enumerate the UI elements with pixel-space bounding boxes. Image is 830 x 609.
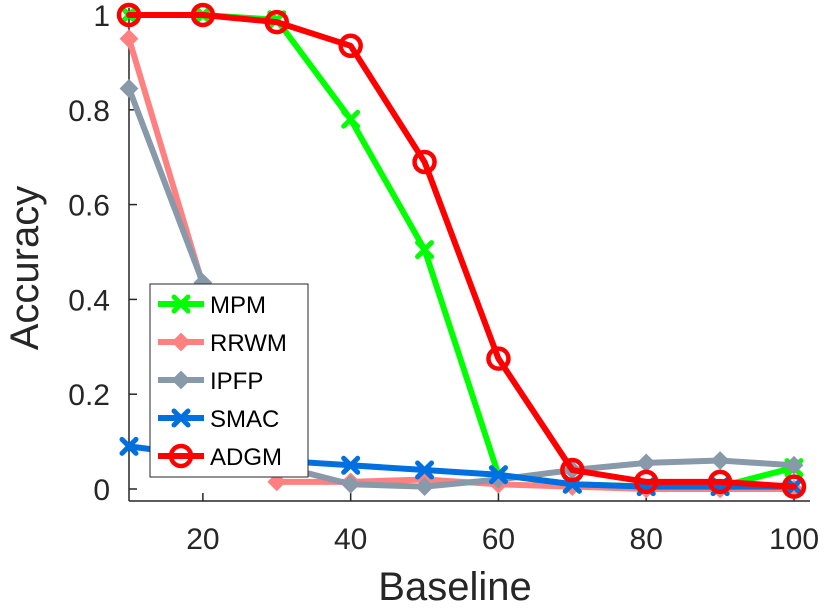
data-point-adgm-20 [190, 2, 216, 28]
data-point-smac-10 [119, 436, 139, 456]
legend-label-smac: SMAC [210, 406, 279, 433]
legend-item-adgm: ADGM [158, 443, 282, 471]
x-tick-label-80: 80 [630, 523, 663, 556]
data-point-adgm-60 [486, 346, 511, 371]
x-tick-label-20: 20 [186, 523, 219, 556]
data-point-rrwm-10 [119, 29, 139, 49]
data-point-adgm-50 [412, 149, 437, 175]
data-point-rrwm-30 [267, 472, 287, 492]
data-point-ipfp-100 [784, 455, 804, 475]
data-point-adgm-80 [633, 469, 659, 495]
legend-label-adgm: ADGM [210, 444, 282, 471]
legend-marker-rrwm [171, 332, 191, 352]
data-point-ipfp-90 [710, 451, 730, 470]
data-point-adgm-30 [264, 9, 290, 35]
series-adgm [116, 2, 807, 499]
y-tick-label-0-6: 0.6 [68, 190, 110, 223]
data-point-adgm-90 [707, 469, 733, 495]
x-tick-label-100: 100 [769, 523, 819, 556]
legend-items: MPM RRWM IPFP SMAC ADGM [158, 292, 287, 471]
data-point-mpm-40 [341, 109, 361, 129]
data-point-adgm-40 [338, 33, 363, 59]
legend-marker-mpm [171, 294, 191, 314]
data-point-adgm-70 [560, 457, 585, 483]
data-point-adgm-100 [781, 474, 807, 499]
x-tick-label-40: 40 [334, 523, 367, 556]
data-point-ipfp-40 [341, 474, 361, 494]
legend-item-rrwm: RRWM [158, 330, 287, 357]
data-point-mpm-50 [415, 240, 435, 260]
y-tick-label-0-2: 0.2 [68, 379, 110, 412]
data-point-smac-60 [488, 465, 508, 485]
legend-label-ipfp: IPFP [210, 368, 263, 395]
data-point-ipfp-80 [636, 453, 656, 473]
data-point-smac-50 [415, 460, 435, 480]
legend-item-smac: SMAC [158, 406, 279, 433]
y-tick-label-0-8: 0.8 [68, 95, 110, 128]
data-point-smac-40 [341, 455, 361, 475]
legend-label-mpm: MPM [210, 292, 266, 319]
legend-marker-ipfp [171, 370, 191, 390]
legend-marker-adgm [168, 443, 194, 469]
x-tick-label-60: 60 [482, 523, 515, 556]
data-point-ipfp-10 [119, 79, 139, 98]
legend: MPM RRWM IPFP SMAC ADGM [149, 283, 309, 478]
data-point-adgm-10 [116, 2, 142, 28]
y-tick-label-0: 0 [93, 474, 110, 507]
y-axis-label: Accuracy [3, 186, 47, 351]
y-tick-label-1: 1 [93, 0, 110, 33]
series-line-adgm [126, 12, 797, 490]
y-tick-label-0-4: 0.4 [68, 284, 110, 317]
data-point-ipfp-50 [415, 477, 434, 497]
legend-item-mpm: MPM [158, 292, 266, 319]
legend-label-rrwm: RRWM [210, 330, 287, 357]
tick-labels: 20 40 60 80 100 0 0.2 0.4 0.6 0.8 1 [68, 0, 819, 556]
legend-item-ipfp: IPFP [158, 368, 263, 395]
legend-marker-smac [171, 408, 191, 428]
x-axis-label: Baseline [378, 565, 531, 609]
